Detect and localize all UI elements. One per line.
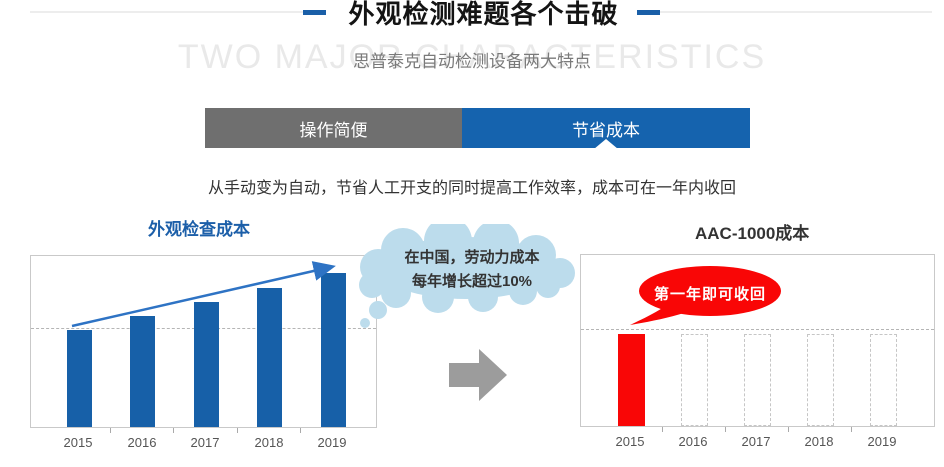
page-title: 外观检测难题各个击破 bbox=[348, 0, 619, 29]
description-text: 从手动变为自动，节省人工开支的同时提高工作效率，成本可在一年内收回 bbox=[207, 180, 736, 197]
bar-2015 bbox=[67, 330, 92, 427]
x-axis-label-2015: 2015 bbox=[63, 435, 93, 450]
bar-2017 bbox=[194, 302, 219, 427]
ghost-bar-2018 bbox=[807, 334, 834, 426]
x-axis-tick bbox=[662, 427, 663, 432]
x-axis-label-2018: 2018 bbox=[804, 434, 834, 449]
bar-2018 bbox=[257, 288, 282, 427]
x-axis-label-2019: 2019 bbox=[317, 435, 347, 450]
speech-bubble-icon bbox=[630, 266, 781, 325]
bar-2015 bbox=[618, 334, 645, 426]
speech-bubble-label: 第一年即可收回 bbox=[653, 286, 766, 303]
x-axis-label-2017: 2017 bbox=[741, 434, 771, 449]
divider-line-left bbox=[30, 11, 303, 13]
x-axis-label-2016: 2016 bbox=[678, 434, 708, 449]
x-axis-tick bbox=[851, 427, 852, 432]
ghost-bar-2017 bbox=[744, 334, 771, 426]
x-axis-tick bbox=[237, 428, 238, 433]
x-axis-tick bbox=[110, 428, 111, 433]
x-axis-label-2017: 2017 bbox=[190, 435, 220, 450]
tab-easy-operation[interactable]: 操作简便 bbox=[205, 108, 462, 148]
cloud-callout-icon bbox=[359, 224, 575, 328]
page-subtitle: 思普泰克自动检测设备两大特点 bbox=[353, 52, 591, 71]
divider-line-right bbox=[659, 11, 933, 13]
x-axis-tick bbox=[788, 427, 789, 432]
ghost-bar-2016 bbox=[681, 334, 708, 426]
watermark-text: TWO MAJOR CHARACTERISTICS bbox=[177, 38, 767, 76]
header: 外观检测难题各个击破 bbox=[0, 0, 944, 29]
cloud-callout-line2: 每年增长超过10% bbox=[411, 273, 533, 290]
bar-2016 bbox=[130, 316, 155, 427]
tab-bar: 操作简便 节省成本 bbox=[205, 108, 750, 149]
appearance-cost-plot-area bbox=[30, 255, 377, 428]
title-dash-right-icon bbox=[636, 9, 660, 15]
right-arrow-icon bbox=[449, 349, 507, 401]
x-axis-label-2015: 2015 bbox=[615, 434, 645, 449]
cloud-callout-line1: 在中国，劳动力成本 bbox=[404, 249, 540, 266]
reference-dashed-line bbox=[581, 329, 934, 330]
x-axis-tick bbox=[300, 428, 301, 433]
active-tab-notch-icon bbox=[594, 139, 618, 149]
left-chart-title: 外观检查成本 bbox=[148, 220, 250, 239]
appearance-cost-chart: 2015 2016 2017 2018 2019 bbox=[30, 255, 377, 455]
x-axis-tick bbox=[725, 427, 726, 432]
title-dash-left-icon bbox=[302, 9, 326, 15]
bar-2019 bbox=[321, 273, 346, 427]
tab-cost-saving-label: 节省成本 bbox=[572, 120, 640, 140]
tab-cost-saving[interactable]: 节省成本 bbox=[462, 108, 750, 149]
x-axis-label-2016: 2016 bbox=[127, 435, 157, 450]
ghost-bar-2019 bbox=[870, 334, 897, 426]
x-axis-label-2019: 2019 bbox=[867, 434, 897, 449]
right-chart-title: AAC-1000成本 bbox=[695, 224, 810, 243]
x-axis-tick bbox=[173, 428, 174, 433]
x-axis-label-2018: 2018 bbox=[254, 435, 284, 450]
tab-easy-operation-label: 操作简便 bbox=[299, 120, 368, 140]
